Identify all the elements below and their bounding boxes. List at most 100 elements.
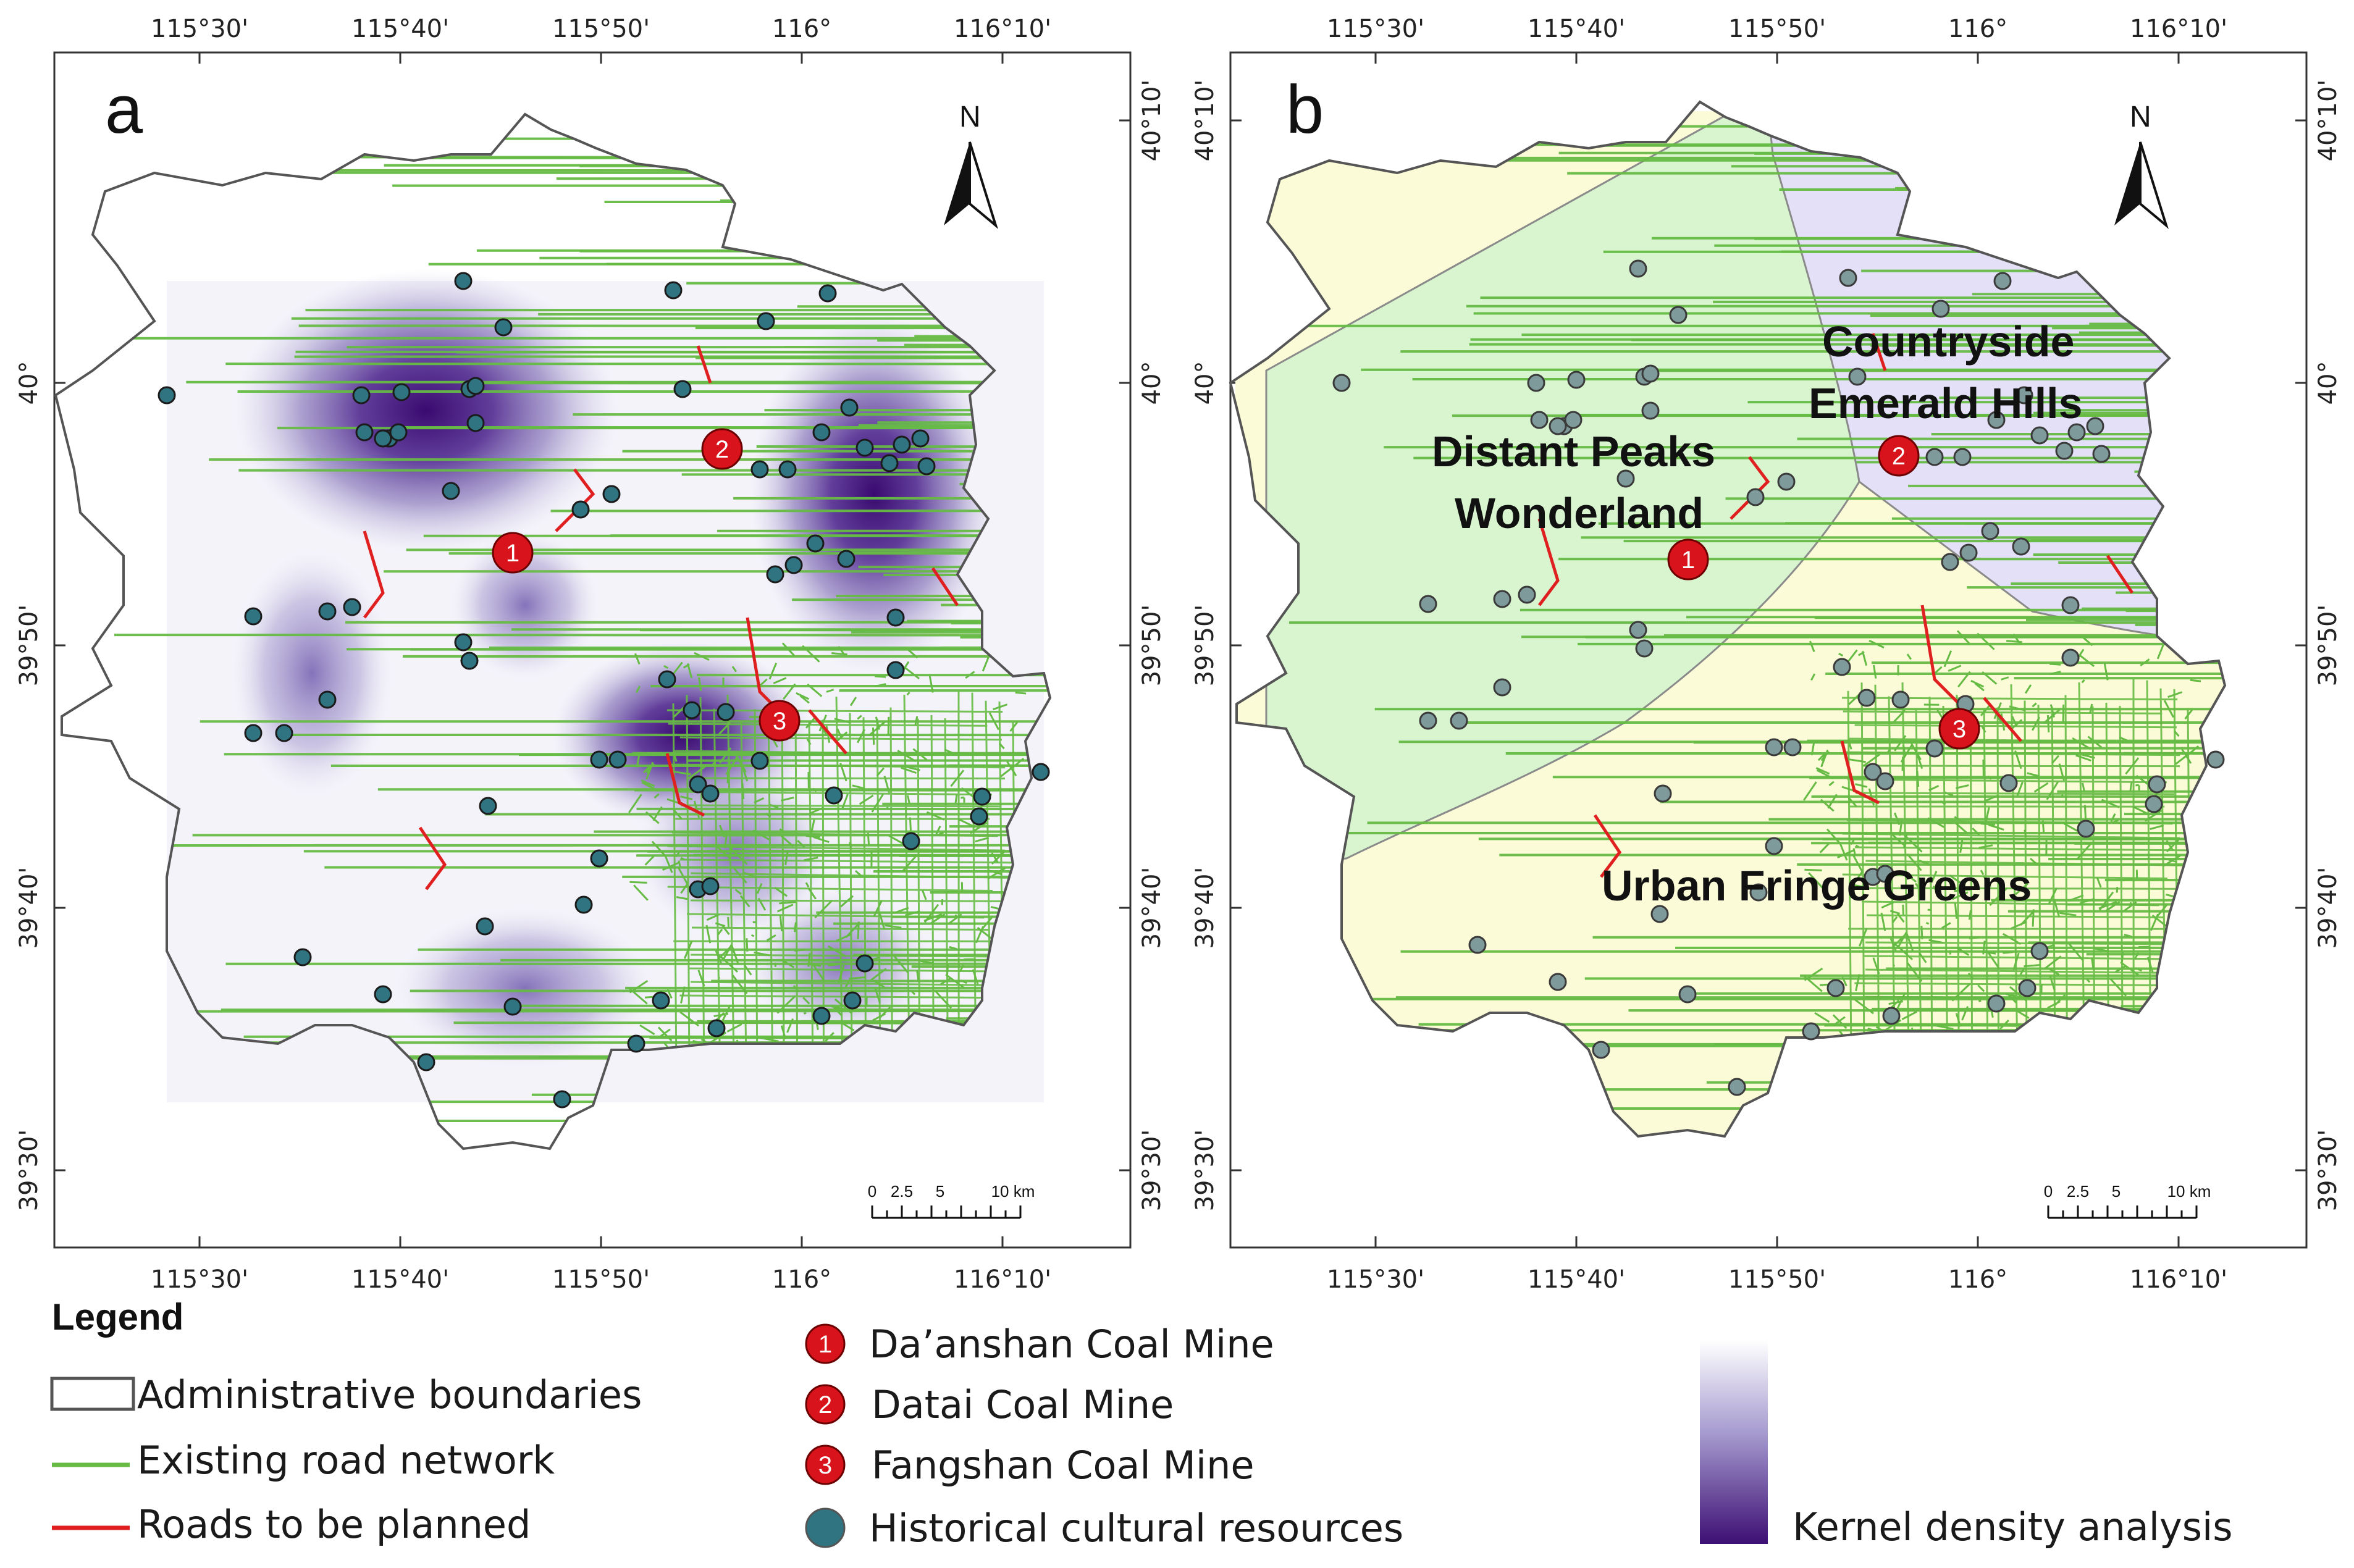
- tick-label-right: 40°: [1138, 361, 1166, 405]
- heritage-point: [886, 661, 905, 679]
- legend-mine1: Da’anshan Coal Mine: [869, 1322, 1274, 1367]
- heritage-point: [1783, 738, 1802, 757]
- heritage-point: [778, 460, 797, 479]
- tick-label-right: 40°: [2314, 361, 2342, 405]
- tick-label-right: 39°40': [2314, 867, 2342, 949]
- heritage-point: [1567, 371, 1586, 389]
- heritage-point: [812, 1007, 831, 1025]
- heritage-point: [750, 752, 769, 770]
- heritage-point: [1728, 1078, 1746, 1096]
- heritage-point: [2018, 979, 2037, 997]
- heritage-point: [1493, 678, 1511, 697]
- heritage-point: [683, 701, 701, 719]
- tick-label-right: 39°30': [2314, 1130, 2342, 1212]
- tick-label-top: 115°30': [151, 15, 248, 43]
- panel-b-planned-roads: [1537, 333, 2134, 878]
- heritage-point: [571, 500, 590, 519]
- legend-boundary-swatch: [50, 1377, 135, 1411]
- tick-label-top: 116°: [1948, 15, 2007, 43]
- planned-road: [2106, 555, 2134, 594]
- heritage-point: [608, 750, 627, 769]
- heritage-point: [1641, 364, 1660, 383]
- heritage-point: [1549, 973, 1567, 991]
- heritage-point: [1876, 772, 1894, 790]
- heritage-point: [574, 895, 593, 914]
- north-arrow-icon: [944, 142, 970, 225]
- heritage-point: [837, 550, 855, 568]
- heritage-point: [893, 435, 911, 454]
- heritage-point: [1833, 658, 1851, 676]
- svg-text:1: 1: [1681, 547, 1695, 574]
- planned-road: [1920, 605, 1961, 705]
- heritage-point: [392, 383, 411, 401]
- heritage-point: [355, 423, 374, 442]
- heritage-point: [2030, 426, 2049, 445]
- heritage-point: [1765, 738, 1783, 757]
- heritage-point: [1746, 488, 1765, 506]
- tick-label-right: 40°10': [2314, 80, 2342, 162]
- heritage-point: [417, 1053, 435, 1071]
- tick-label-left: 39°30': [1191, 1130, 1219, 1212]
- heritage-point: [1959, 543, 1978, 562]
- heritage-point: [374, 985, 392, 1004]
- tick-label-top: 116°10': [2130, 15, 2227, 43]
- heritage-point: [503, 997, 522, 1016]
- heritage-point: [318, 602, 337, 621]
- panel-a-letter: a: [105, 72, 143, 148]
- legend-planned-roads: Roads to be planned: [137, 1502, 531, 1547]
- scale-label: 10 km: [2167, 1182, 2211, 1201]
- heritage-point: [1669, 306, 1688, 324]
- panel-a-kernel-density-map: 115°30' 115°40' 115°50' 116° 116°10' 115°30' 1…: [15, 15, 1166, 1294]
- heritage-point: [1932, 300, 1950, 318]
- svg-text:3: 3: [818, 1452, 832, 1479]
- heritage-point: [1032, 763, 1050, 781]
- legend-heritage-icon: [805, 1507, 846, 1548]
- kde-hotspot: [232, 550, 392, 797]
- legend-mine2-icon: 2: [805, 1384, 846, 1425]
- heritage-point: [244, 724, 263, 742]
- tick-label-right: 39°50': [1138, 605, 1166, 687]
- legend-kde: Kernel density analysis: [1793, 1504, 2233, 1549]
- legend-symbols: 1 2 3: [50, 1323, 1768, 1548]
- heritage-point: [244, 607, 263, 626]
- panel-a-heritage-points: [158, 272, 1050, 1109]
- heritage-point: [1678, 985, 1697, 1004]
- tick-label-top: 116°10': [954, 15, 1051, 43]
- heritage-point: [1654, 784, 1672, 803]
- planned-road: [665, 753, 705, 817]
- kde-hotspot: [750, 315, 998, 673]
- legend-admin-boundaries: Administrative boundaries: [137, 1372, 642, 1417]
- kde-color-ramp: [1700, 1340, 1768, 1544]
- svg-text:1: 1: [506, 540, 519, 567]
- heritage-point: [1419, 711, 1437, 730]
- heritage-point: [442, 482, 460, 500]
- coal-mine-3: 3: [1938, 708, 1980, 750]
- heritage-point: [825, 786, 843, 805]
- heritage-point: [855, 438, 874, 457]
- tick-label-right: 39°40': [1138, 867, 1166, 949]
- north-arrow: N: [944, 101, 998, 229]
- tick-label-left: 39°40': [1191, 867, 1219, 949]
- legend-mine2: Datai Coal Mine: [872, 1382, 1174, 1427]
- panel-b-heritage-points: [1332, 259, 2225, 1096]
- legend-mine3-icon: 3: [805, 1444, 846, 1485]
- heritage-point: [689, 775, 707, 794]
- heritage-point: [701, 784, 720, 803]
- heritage-point: [466, 377, 485, 395]
- heritage-point: [701, 877, 720, 895]
- heritage-point: [1953, 448, 1972, 466]
- heritage-point: [1925, 448, 1944, 466]
- heritage-point: [1641, 401, 1660, 420]
- heritage-point: [664, 281, 683, 300]
- heritage-point: [707, 1019, 726, 1038]
- heritage-point: [352, 386, 371, 405]
- heritage-point: [2148, 775, 2166, 794]
- planned-road: [1871, 333, 1887, 371]
- heritage-point: [1527, 374, 1545, 392]
- svg-text:3: 3: [773, 708, 786, 735]
- heritage-point: [2092, 445, 2111, 463]
- kde-hotspot: [451, 531, 599, 679]
- scale-bar: 0 2.5 5 10 km: [868, 1182, 1035, 1219]
- heritage-point: [806, 534, 825, 553]
- heritage-point: [1882, 1007, 1901, 1025]
